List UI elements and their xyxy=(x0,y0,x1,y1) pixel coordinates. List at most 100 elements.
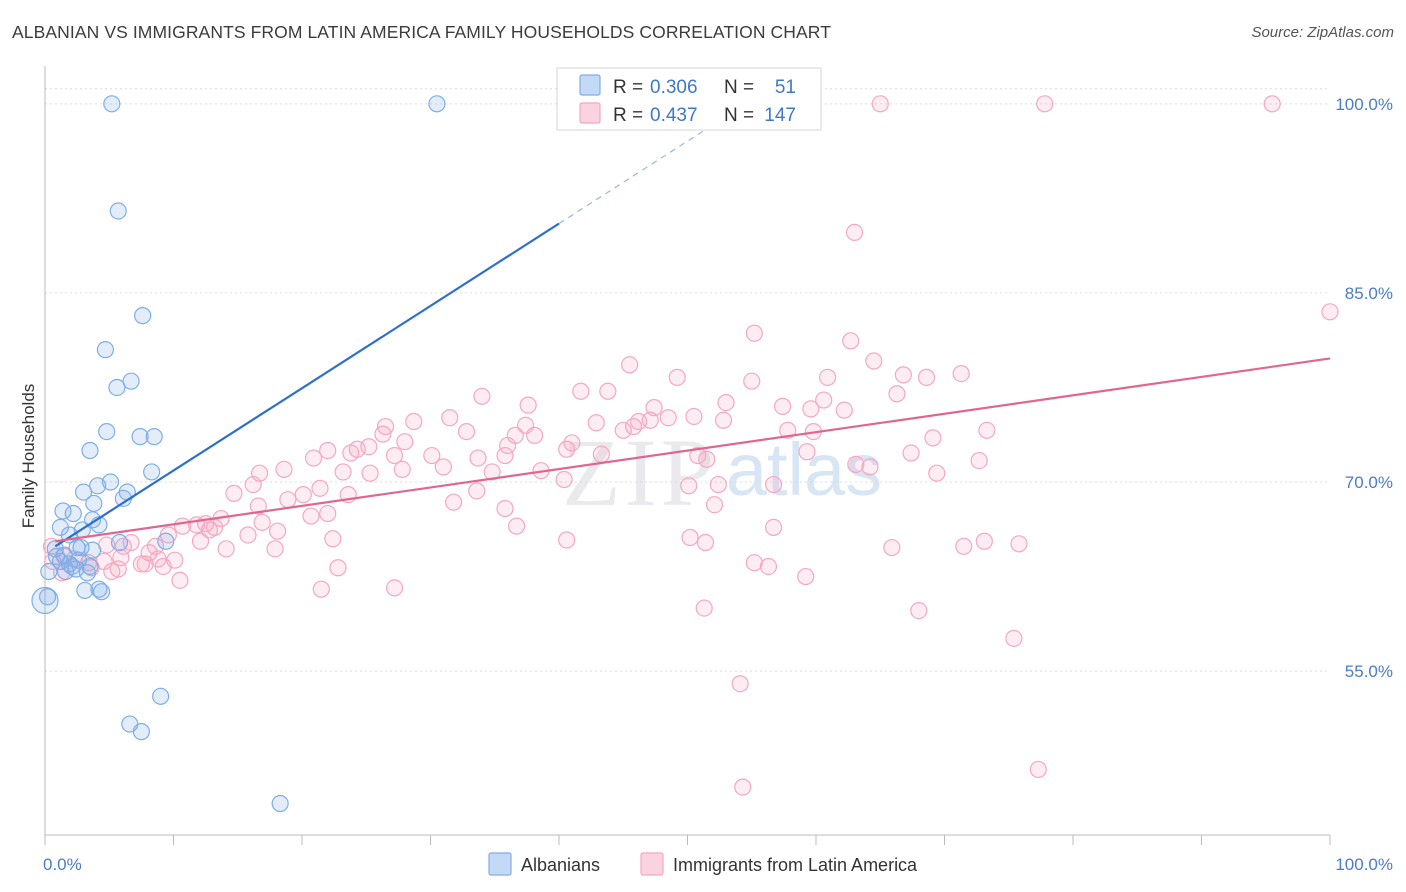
watermark: ZIP atlas xyxy=(562,419,882,526)
latin-america-point xyxy=(681,528,699,547)
latin-america-point xyxy=(374,425,392,443)
albanians-point xyxy=(47,547,66,565)
bottom-legend-latin-america-label: Immigrants from Latin America xyxy=(673,855,918,875)
latin-america-point xyxy=(132,555,150,573)
watermark-zip: ZIP xyxy=(562,419,718,526)
latin-america-point xyxy=(668,368,686,386)
latin-america-point xyxy=(641,411,659,429)
albanians-point xyxy=(38,588,57,606)
latin-america-point xyxy=(217,540,235,558)
latin-america-point xyxy=(311,479,329,497)
albanians-point xyxy=(31,586,59,615)
latin-america-point xyxy=(304,449,323,467)
albanians-swatch xyxy=(579,74,601,96)
latin-america-point xyxy=(434,458,452,476)
chart-title: ALBANIAN VS IMMIGRANTS FROM LATIN AMERIC… xyxy=(12,22,831,42)
albanians-point xyxy=(81,441,99,460)
albanians-point xyxy=(143,463,161,481)
latin-america-point xyxy=(773,397,792,415)
latin-america-point xyxy=(457,422,476,441)
albanians-point xyxy=(101,473,120,491)
latin-america-point xyxy=(572,382,590,400)
latin-america-point xyxy=(253,513,271,531)
latin-america-point xyxy=(563,434,581,452)
r-label: R = xyxy=(613,105,643,126)
albanians-point xyxy=(110,533,129,552)
latin-america-r-value: 0.437 xyxy=(650,105,698,126)
albanians-point xyxy=(122,372,140,390)
axes xyxy=(44,66,1331,845)
latin-america-point xyxy=(818,368,837,386)
latin-america-point xyxy=(249,497,267,515)
n-label: N = xyxy=(724,105,754,126)
latin-america-swatch xyxy=(579,102,601,124)
latin-america-point xyxy=(917,368,936,386)
latin-america-point xyxy=(319,504,337,523)
latin-america-point xyxy=(342,444,360,462)
albanians-trend-extension xyxy=(558,115,727,225)
latin-america-point xyxy=(734,778,752,796)
latin-america-point xyxy=(302,507,320,525)
albanians-point xyxy=(98,422,116,441)
latin-america-point xyxy=(764,518,783,537)
latin-america-point xyxy=(154,557,172,576)
latin-america-point xyxy=(103,562,121,581)
albanians-point xyxy=(132,723,150,741)
albanians-point xyxy=(103,95,121,113)
albanians-point xyxy=(89,477,107,495)
latin-america-point xyxy=(525,426,544,444)
latin-america-point xyxy=(680,477,698,495)
albanians-point xyxy=(40,562,58,581)
latin-america-point xyxy=(385,579,404,597)
albanians-point xyxy=(83,541,102,559)
latin-america-point xyxy=(952,365,970,383)
latin-america-point xyxy=(334,463,352,481)
albanians-point xyxy=(74,483,93,501)
latin-america-point xyxy=(1321,303,1339,321)
latin-america-point xyxy=(393,460,411,479)
latin-america-point xyxy=(445,493,463,511)
latin-america-point xyxy=(871,95,889,113)
albanians-point xyxy=(109,202,127,220)
latin-america-point xyxy=(714,411,733,429)
latin-america-point xyxy=(469,449,487,467)
latin-america-point xyxy=(483,463,501,481)
latin-america-point xyxy=(519,396,537,414)
latin-america-point xyxy=(239,526,257,544)
latin-america-point xyxy=(360,438,378,456)
latin-america-point xyxy=(624,417,643,436)
latin-america-point xyxy=(266,540,284,558)
series-latin-america-points xyxy=(42,95,1339,796)
albanians-point xyxy=(152,687,170,705)
x-tick-label: 0.0% xyxy=(43,855,82,874)
latin-america-point xyxy=(592,445,611,463)
latin-america-point xyxy=(396,433,414,451)
latin-america-point xyxy=(191,532,210,550)
latin-america-point xyxy=(894,366,912,384)
latin-america-point xyxy=(698,450,716,468)
albanians-point xyxy=(157,532,175,550)
latin-america-point xyxy=(659,409,677,427)
latin-america-point xyxy=(1029,760,1047,779)
latin-america-point xyxy=(689,446,707,465)
latin-america-point xyxy=(329,559,347,577)
stats-row-albanians: R = 0.306 N = 51 xyxy=(579,74,796,98)
latin-america-point xyxy=(385,446,404,465)
latin-america-trend-line xyxy=(55,357,1331,543)
albanians-point xyxy=(85,494,103,513)
albanians-point xyxy=(64,504,82,523)
bottom-legend-albanians-label: Albanians xyxy=(521,855,600,875)
latin-america-point xyxy=(423,446,441,465)
r-label: R = xyxy=(613,77,643,98)
latin-america-point xyxy=(779,421,797,439)
albanians-point xyxy=(428,95,446,113)
latin-america-point xyxy=(146,537,165,555)
albanians-r-value: 0.306 xyxy=(650,77,698,98)
stats-row-latin-america: R = 0.437 N = 147 xyxy=(579,102,796,126)
albanians-point xyxy=(134,307,152,325)
latin-america-point xyxy=(910,602,928,620)
n-label: N = xyxy=(724,77,754,98)
latin-america-point xyxy=(928,464,946,482)
stats-legend: R = 0.306 N = 51 R = 0.437 N = 147 xyxy=(556,67,822,131)
